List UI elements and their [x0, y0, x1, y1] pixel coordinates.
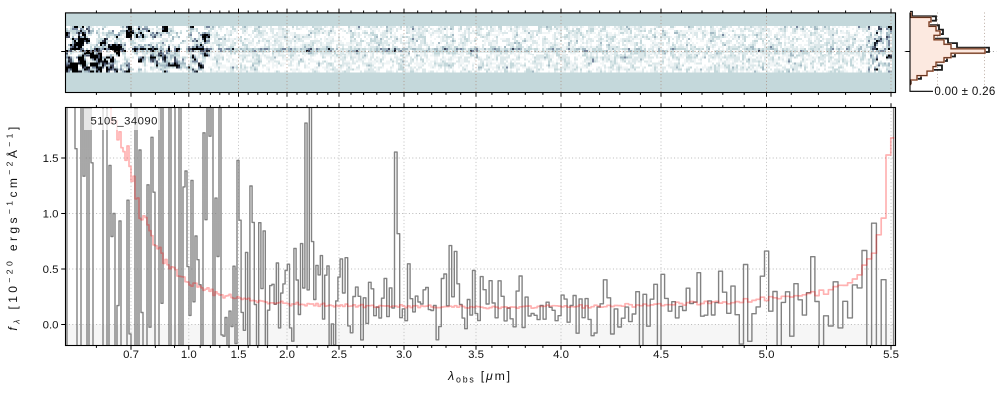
- svg-text:1.0: 1.0: [43, 208, 59, 220]
- svg-text:3.5: 3.5: [468, 349, 484, 361]
- svg-text:0.7: 0.7: [123, 349, 139, 361]
- svg-text:5.5: 5.5: [883, 349, 899, 361]
- svg-text:5.0: 5.0: [759, 349, 775, 361]
- svg-text:4.0: 4.0: [553, 349, 569, 361]
- svg-text:0.0: 0.0: [43, 319, 59, 331]
- svg-text:1.5: 1.5: [43, 153, 59, 165]
- svg-text:5105_34090: 5105_34090: [91, 116, 158, 128]
- svg-text:4.5: 4.5: [653, 349, 669, 361]
- svg-text:1.0: 1.0: [181, 349, 197, 361]
- svg-text:2.5: 2.5: [331, 349, 347, 361]
- svg-text:0.5: 0.5: [43, 264, 59, 276]
- svg-text:2.0: 2.0: [279, 349, 295, 361]
- svg-text:0.00 ± 0.26: 0.00 ± 0.26: [934, 85, 995, 98]
- svg-text:fλ [10−20 ergs−1cm−2Å−1]: fλ [10−20 ergs−1cm−2Å−1]: [4, 123, 21, 330]
- svg-text:3.0: 3.0: [396, 349, 412, 361]
- svg-text:1.5: 1.5: [231, 349, 247, 361]
